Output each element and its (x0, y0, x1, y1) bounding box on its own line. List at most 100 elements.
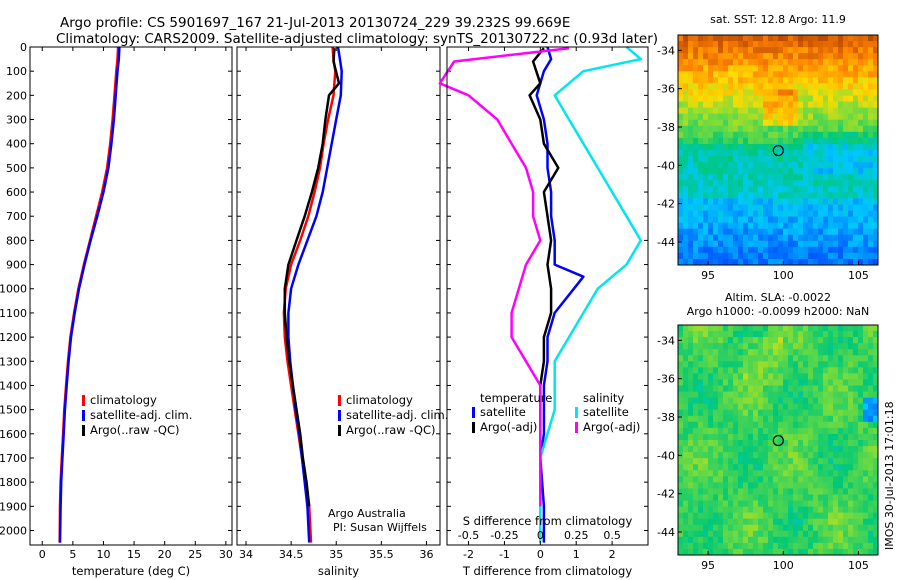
map-cell (743, 524, 749, 532)
map-cell (743, 512, 749, 520)
map-cell (703, 65, 709, 72)
map-cell (713, 180, 719, 187)
map-cell (798, 506, 804, 514)
map-cell (683, 174, 689, 181)
map-cell (858, 53, 864, 60)
map-cell (803, 367, 809, 374)
map-cell (733, 403, 739, 411)
map-cell (708, 65, 714, 72)
map-cell (828, 343, 834, 350)
map-cell (748, 476, 754, 483)
map-cell (808, 349, 814, 356)
map-cell (753, 482, 759, 489)
map-cell (833, 180, 839, 187)
map-cell (843, 258, 849, 266)
map-cell (783, 150, 789, 157)
map-cell (748, 494, 754, 502)
map-cell (783, 101, 789, 109)
map-cell (838, 59, 844, 66)
map-cell (863, 391, 869, 399)
map-cell (773, 156, 779, 163)
map-cell (818, 530, 824, 538)
map-cell (828, 216, 834, 224)
map-cell (713, 101, 719, 109)
map-cell (708, 162, 714, 169)
map-cell (738, 125, 744, 133)
map-cell (773, 482, 779, 489)
map-cell (708, 379, 714, 387)
map-cell (748, 506, 754, 514)
map-cell (778, 59, 784, 66)
map-cell (833, 252, 839, 260)
map-cell (863, 446, 869, 453)
map-cell (773, 421, 779, 429)
map-cell (818, 488, 824, 495)
map-cell (818, 246, 824, 254)
map-cell (838, 518, 844, 526)
map-cell (708, 337, 714, 344)
depth-tick-label: 100 (6, 65, 27, 78)
map-cell (748, 361, 754, 368)
map-cell (723, 150, 729, 157)
map-cell (848, 174, 854, 181)
map-cell (683, 542, 689, 550)
map-cell (713, 500, 719, 508)
map-cell (808, 470, 814, 477)
map-cell (743, 361, 749, 368)
map-cell (813, 482, 819, 489)
map-cell (753, 131, 759, 139)
map-cell (803, 252, 809, 260)
map-cell (788, 258, 794, 266)
map-cell (773, 524, 779, 532)
map-cell (703, 470, 709, 477)
map-cell (763, 464, 769, 471)
map-cell (828, 222, 834, 230)
map-cell (683, 228, 689, 236)
map-cell (818, 367, 824, 374)
map-cell (828, 415, 834, 423)
map-cell (833, 409, 839, 417)
map-cell (778, 65, 784, 72)
map-cell (853, 349, 859, 356)
map-cell (798, 101, 804, 109)
map-cell (758, 204, 764, 212)
map-cell (868, 47, 874, 54)
map-cell (768, 156, 774, 163)
map-cell (748, 174, 754, 181)
map-cell (858, 433, 864, 441)
map-cell (678, 349, 684, 356)
map-cell (848, 95, 854, 103)
map-cell (773, 41, 779, 48)
map-cell (813, 542, 819, 550)
map-cell (723, 482, 729, 489)
x-tick-label: 25 (188, 548, 202, 561)
map-cell (813, 331, 819, 338)
map-cell (863, 440, 869, 447)
map-cell (778, 83, 784, 90)
map-cell (838, 210, 844, 218)
map-cell (773, 240, 779, 248)
map-cell (778, 53, 784, 60)
map-cell (723, 41, 729, 48)
map-cell (678, 210, 684, 218)
map-cell (743, 174, 749, 181)
map-cell (813, 536, 819, 544)
map-cell (718, 488, 724, 495)
map-cell (793, 168, 799, 175)
map-cell (823, 548, 829, 556)
map-cell (768, 143, 774, 151)
map-cell (813, 186, 819, 193)
map-cell (853, 397, 859, 405)
map-cell (868, 240, 874, 248)
map-cell (838, 150, 844, 157)
map-cell (868, 512, 874, 520)
map-cell (758, 494, 764, 502)
map-cell (693, 198, 699, 205)
map-cell (758, 500, 764, 508)
map-cell (828, 180, 834, 187)
map-cell (833, 524, 839, 532)
map-cell (863, 174, 869, 181)
map-cell (808, 536, 814, 544)
map-cell (873, 349, 879, 356)
